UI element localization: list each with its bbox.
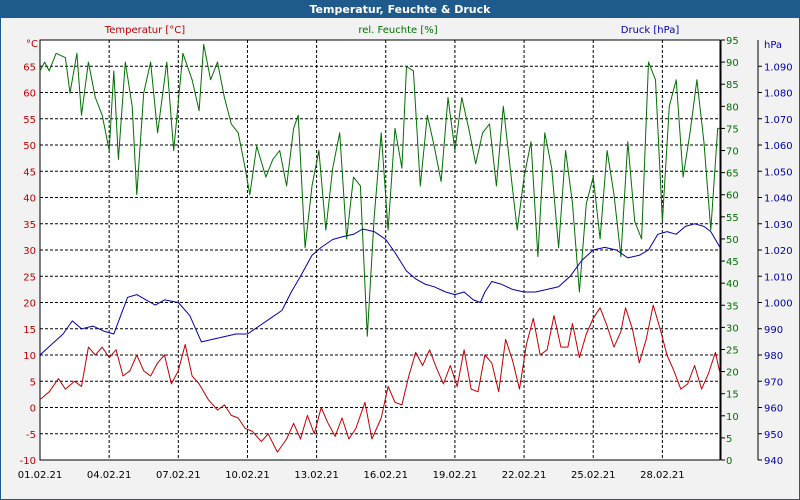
y-tick-right: 1.050	[764, 167, 793, 178]
legend-temperature: Temperatur [°C]	[104, 25, 185, 36]
y-tick-left: 55	[23, 115, 36, 126]
y-tick-right: 1.020	[764, 246, 793, 257]
y-tick-mid: 45	[726, 257, 739, 268]
y-tick-left: 15	[23, 325, 36, 336]
y-tick-left: 10	[23, 351, 36, 362]
x-tick-label: 01.02.21	[18, 470, 63, 481]
humidity-line	[39, 43, 720, 337]
x-tick-label: 16.02.21	[363, 470, 408, 481]
y-tick-mid: 60	[726, 191, 739, 202]
y-tick-mid: 5	[726, 434, 732, 445]
y-tick-right: 940	[764, 456, 783, 467]
y-tick-left: 0	[30, 404, 36, 415]
y-tick-left: 20	[23, 299, 36, 310]
x-tick-label: 10.02.21	[225, 470, 270, 481]
y-tick-mid: 50	[726, 235, 739, 246]
y-tick-mid: 30	[726, 323, 739, 334]
y-tick-left: 45	[23, 167, 36, 178]
x-tick-label: 19.02.21	[433, 470, 478, 481]
y-tick-left: 50	[23, 141, 36, 152]
x-tick-label: 04.02.21	[87, 470, 132, 481]
y-tick-right: 990	[764, 325, 783, 336]
y-tick-left: 40	[23, 194, 36, 205]
y-tick-mid: 25	[726, 345, 739, 356]
y-tick-right: 970	[764, 377, 783, 388]
y-tick-mid: 55	[726, 213, 739, 224]
y-tick-left: -5	[26, 430, 36, 441]
y-tick-right: 1.000	[764, 299, 793, 310]
y-tick-left: 5	[30, 377, 36, 388]
y-tick-right: 1.040	[764, 194, 793, 205]
y-tick-right: 1.090	[764, 62, 793, 73]
y-tick-left: 65	[23, 62, 36, 73]
x-tick-label: 13.02.21	[294, 470, 339, 481]
y-tick-mid: 65	[726, 169, 739, 180]
y-tick-right: 950	[764, 430, 783, 441]
pressure-line	[39, 223, 721, 356]
y-tick-mid: 40	[726, 279, 739, 290]
y-tick-mid: 75	[726, 124, 739, 135]
y-tick-right: 960	[764, 404, 783, 415]
legend-pressure: Druck [hPa]	[621, 25, 680, 36]
y-tick-left: 35	[23, 220, 36, 231]
y-tick-right: 1.080	[764, 89, 793, 100]
y-tick-left: 30	[23, 246, 36, 257]
x-tick-label: 22.02.21	[502, 470, 547, 481]
y-tick-mid: 90	[726, 58, 739, 69]
right-axis-unit: hPa	[764, 40, 782, 51]
y-tick-mid: 15	[726, 390, 739, 401]
y-tick-mid: 20	[726, 368, 739, 379]
y-tick-right: 980	[764, 351, 783, 362]
y-tick-right: 1.070	[764, 115, 793, 126]
y-tick-left: 25	[23, 272, 36, 283]
y-tick-mid: 85	[726, 80, 739, 91]
y-tick-mid: 95	[726, 36, 739, 47]
legend-humidity: rel. Feuchte [%]	[358, 25, 437, 36]
y-tick-mid: 80	[726, 102, 739, 113]
y-tick-right: 1.030	[764, 220, 793, 231]
chart-title: Temperatur, Feuchte & Druck	[1, 1, 799, 18]
x-tick-label: 07.02.21	[156, 470, 201, 481]
y-tick-right: 1.060	[764, 141, 793, 152]
temperature-line	[39, 304, 721, 453]
y-tick-left: -10	[20, 456, 36, 467]
y-tick-mid: 70	[726, 147, 739, 158]
y-tick-mid: 10	[726, 412, 739, 423]
y-tick-mid: 0	[726, 456, 732, 467]
left-axis-unit: °C	[26, 39, 38, 50]
y-tick-mid: 35	[726, 301, 739, 312]
x-tick-label: 25.02.21	[571, 470, 616, 481]
x-tick-label: 28.02.21	[640, 470, 685, 481]
y-tick-left: 60	[23, 89, 36, 100]
y-tick-right: 1.010	[764, 272, 793, 283]
